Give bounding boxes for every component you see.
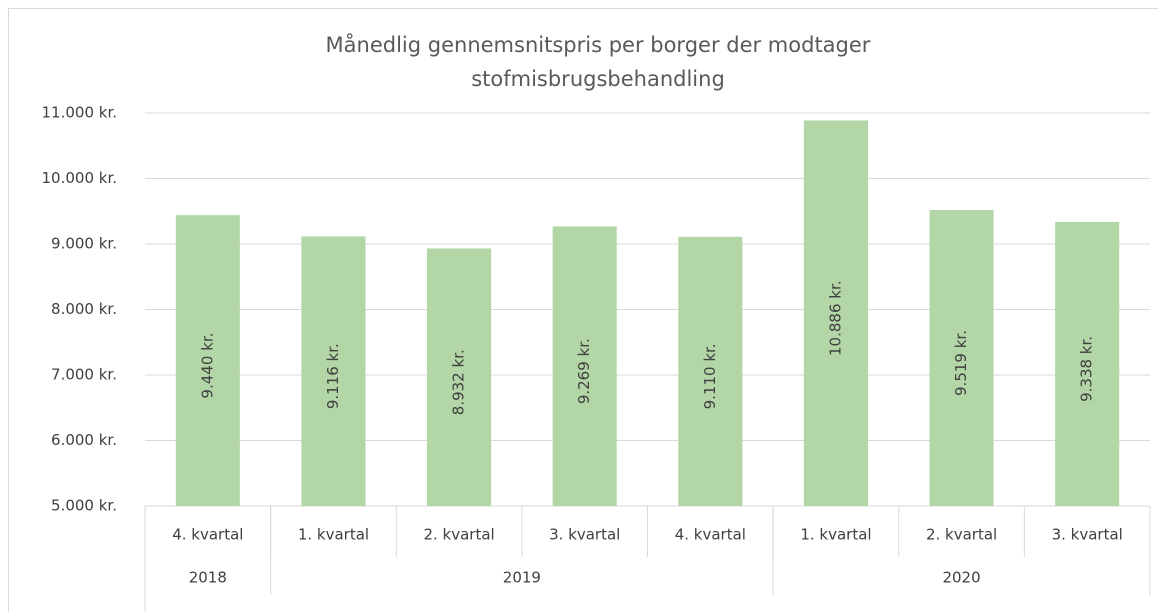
chart-title: stofmisbrugsbehandling (471, 67, 725, 91)
y-tick-label: 11.000 kr. (42, 104, 118, 122)
y-tick-label: 9.000 kr. (51, 235, 117, 253)
bar (301, 236, 366, 507)
x-tick-label: 4. kvartal (675, 526, 746, 544)
chart-title: Månedlig gennemsnitspris per borger der … (326, 32, 871, 57)
value-label: 9.519 kr. (952, 330, 970, 396)
value-label: 9.110 kr. (701, 343, 719, 409)
x-tick-label: 3. kvartal (1052, 526, 1123, 544)
value-label: 9.116 kr. (324, 343, 342, 409)
x-tick-label: 2. kvartal (926, 526, 997, 544)
y-tick-label: 5.000 kr. (51, 497, 117, 515)
x-tick-label: 2. kvartal (423, 526, 494, 544)
y-tick-label: 6.000 kr. (51, 431, 117, 449)
x-tick-label: 1. kvartal (298, 526, 369, 544)
x-tick-label: 3. kvartal (549, 526, 620, 544)
y-tick-label: 7.000 kr. (51, 366, 117, 384)
bar (427, 248, 492, 507)
value-label: 10.886 kr. (826, 280, 844, 356)
bar (678, 236, 743, 507)
value-label: 9.269 kr. (575, 338, 593, 404)
y-tick-label: 10.000 kr. (42, 169, 118, 187)
bar (803, 120, 868, 506)
bar (1055, 221, 1120, 506)
value-label: 8.932 kr. (450, 349, 468, 415)
x-tick-label: 4. kvartal (172, 526, 243, 544)
group-label: 2018 (189, 569, 227, 587)
group-label: 2019 (503, 569, 541, 587)
value-label: 9.440 kr. (198, 333, 216, 399)
x-tick-label: 1. kvartal (800, 526, 871, 544)
y-tick-label: 8.000 kr. (51, 300, 117, 318)
value-label: 9.338 kr. (1078, 336, 1096, 402)
bar (552, 226, 617, 506)
bar (175, 215, 240, 506)
group-label: 2020 (942, 569, 980, 587)
bar (929, 210, 994, 506)
